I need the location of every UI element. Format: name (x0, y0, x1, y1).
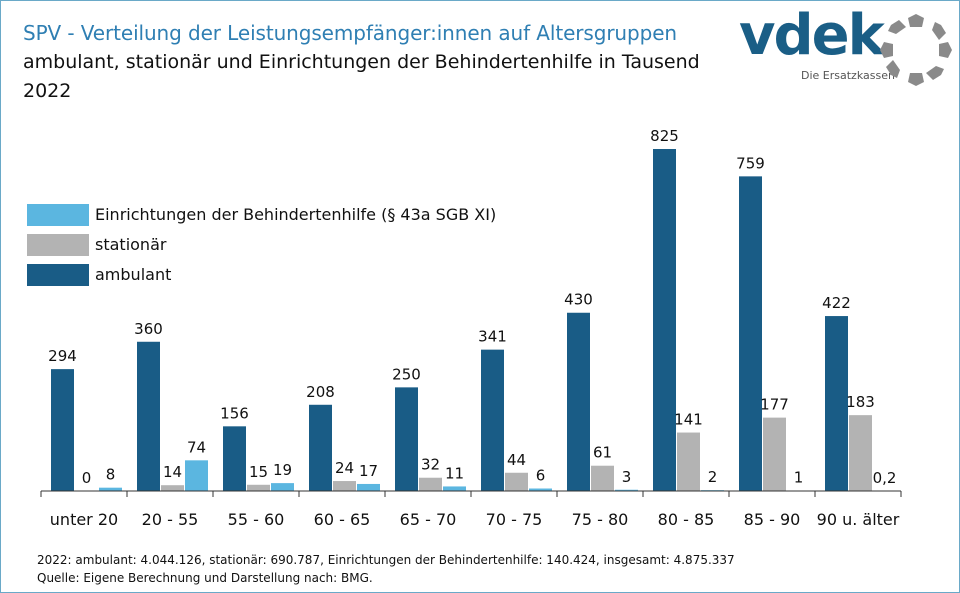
legend-label-stationaer: stationär (95, 235, 167, 254)
value-label-einrichtungen-der-behindertenhilfe-43a-sgb-xi-90-u-lter: 0,2 (873, 469, 897, 487)
value-label-station-r-80-85: 141 (674, 411, 703, 429)
bar-einrichtungen-der-behindertenhilfe-43a-sgb-xi-20-55 (185, 460, 208, 491)
legend-label-ambulant: ambulant (95, 265, 172, 284)
value-label-einrichtungen-der-behindertenhilfe-43a-sgb-xi-70-75: 6 (536, 467, 546, 485)
bar-station-r-80-85 (677, 432, 700, 491)
value-label-ambulant-90-u-lter: 422 (822, 294, 851, 312)
logo-ring-icon (880, 14, 952, 86)
bar-station-r-55-60 (247, 484, 270, 491)
bar-station-r-20-55 (161, 485, 184, 491)
bar-ambulant-85-90 (739, 176, 762, 492)
value-label-einrichtungen-der-behindertenhilfe-43a-sgb-xi-65-70: 11 (445, 464, 464, 482)
chart-year: 2022 (23, 80, 72, 102)
bar-station-r-65-70 (419, 477, 442, 491)
value-label-einrichtungen-der-behindertenhilfe-43a-sgb-xi-60-65: 17 (359, 462, 378, 480)
value-label-ambulant-20-55: 360 (134, 320, 163, 338)
value-label-station-r-90-u-lter: 183 (846, 393, 875, 411)
x-tick-label-60-65: 60 - 65 (314, 510, 371, 529)
footnote-totals: 2022: ambulant: 4.044.126, stationär: 69… (37, 553, 735, 567)
bar-ambulant-75-80 (567, 312, 590, 491)
x-tick-label-65-70: 65 - 70 (400, 510, 457, 529)
value-label-ambulant-75-80: 430 (564, 291, 593, 309)
value-label-ambulant-85-90: 759 (736, 154, 765, 172)
value-label-einrichtungen-der-behindertenhilfe-43a-sgb-xi-20-55: 74 (187, 438, 206, 456)
footnote-source: Quelle: Eigene Berechnung und Darstellun… (37, 571, 373, 585)
x-tick-label-70-75: 70 - 75 (486, 510, 543, 529)
value-label-station-r-60-65: 24 (335, 459, 354, 477)
bar-ambulant-70-75 (481, 349, 504, 491)
bar-ambulant-80-85 (653, 149, 676, 491)
bar-einrichtungen-der-behindertenhilfe-43a-sgb-xi-unter-20 (99, 487, 122, 491)
bar-einrichtungen-der-behindertenhilfe-43a-sgb-xi-70-75 (529, 488, 552, 491)
x-tick-label-20-55: 20 - 55 (142, 510, 199, 529)
bar-ambulant-90-u-lter (825, 316, 848, 491)
value-label-ambulant-60-65: 208 (306, 383, 335, 401)
x-tick-label-80-85: 80 - 85 (658, 510, 715, 529)
value-label-station-r-20-55: 14 (163, 463, 182, 481)
bar-station-r-60-65 (333, 481, 356, 491)
legend-swatch-stationaer (27, 234, 89, 256)
logo-tagline: Die Ersatzkassen (801, 69, 895, 82)
value-label-station-r-75-80: 61 (593, 444, 612, 462)
bar-einrichtungen-der-behindertenhilfe-43a-sgb-xi-75-80 (615, 489, 638, 491)
bar-ambulant-65-70 (395, 387, 418, 491)
bar-einrichtungen-der-behindertenhilfe-43a-sgb-xi-60-65 (357, 483, 380, 491)
x-tick-label-unter-20: unter 20 (50, 510, 118, 529)
bar-station-r-85-90 (763, 417, 786, 491)
legend-swatch-einrichtungen (27, 204, 89, 226)
vdek-logo: vdek Die Ersatzkassen (739, 3, 954, 91)
value-label-einrichtungen-der-behindertenhilfe-43a-sgb-xi-unter-20: 8 (106, 466, 116, 484)
value-label-einrichtungen-der-behindertenhilfe-43a-sgb-xi-75-80: 3 (622, 468, 632, 486)
x-tick-label-55-60: 55 - 60 (228, 510, 285, 529)
value-label-ambulant-55-60: 156 (220, 404, 249, 422)
bar-station-r-75-80 (591, 465, 614, 491)
x-tick-label-90-u-lter: 90 u. älter (817, 510, 900, 529)
value-label-einrichtungen-der-behindertenhilfe-43a-sgb-xi-85-90: 1 (794, 469, 804, 487)
value-label-einrichtungen-der-behindertenhilfe-43a-sgb-xi-80-85: 2 (708, 468, 718, 486)
value-label-ambulant-65-70: 250 (392, 365, 421, 383)
bar-station-r-90-u-lter (849, 415, 872, 491)
bar-ambulant-20-55 (137, 341, 160, 491)
bar-einrichtungen-der-behindertenhilfe-43a-sgb-xi-55-60 (271, 483, 294, 491)
chart-title: SPV - Verteilung der Leistungsempfänger:… (23, 21, 677, 45)
x-tick-label-85-90: 85 - 90 (744, 510, 801, 529)
value-label-station-r-unter-20: 0 (82, 469, 92, 487)
chart-subtitle: ambulant, stationär und Einrichtungen de… (23, 51, 700, 73)
value-label-ambulant-70-75: 341 (478, 328, 507, 346)
value-label-einrichtungen-der-behindertenhilfe-43a-sgb-xi-55-60: 19 (273, 461, 292, 479)
legend-label-einrichtungen: Einrichtungen der Behindertenhilfe (§ 43… (95, 205, 497, 224)
logo-wordmark: vdek (739, 3, 885, 68)
value-label-ambulant-unter-20: 294 (48, 347, 77, 365)
bar-station-r-70-75 (505, 472, 528, 491)
bar-ambulant-60-65 (309, 404, 332, 491)
x-tick-label-75-80: 75 - 80 (572, 510, 629, 529)
legend-swatch-ambulant (27, 264, 89, 286)
value-label-ambulant-80-85: 825 (650, 127, 679, 145)
bar-einrichtungen-der-behindertenhilfe-43a-sgb-xi-65-70 (443, 486, 466, 491)
value-label-station-r-70-75: 44 (507, 451, 526, 469)
value-label-station-r-65-70: 32 (421, 456, 440, 474)
value-label-station-r-55-60: 15 (249, 463, 268, 481)
bar-ambulant-unter-20 (51, 369, 74, 491)
value-label-station-r-85-90: 177 (760, 396, 789, 414)
bar-ambulant-55-60 (223, 426, 246, 491)
